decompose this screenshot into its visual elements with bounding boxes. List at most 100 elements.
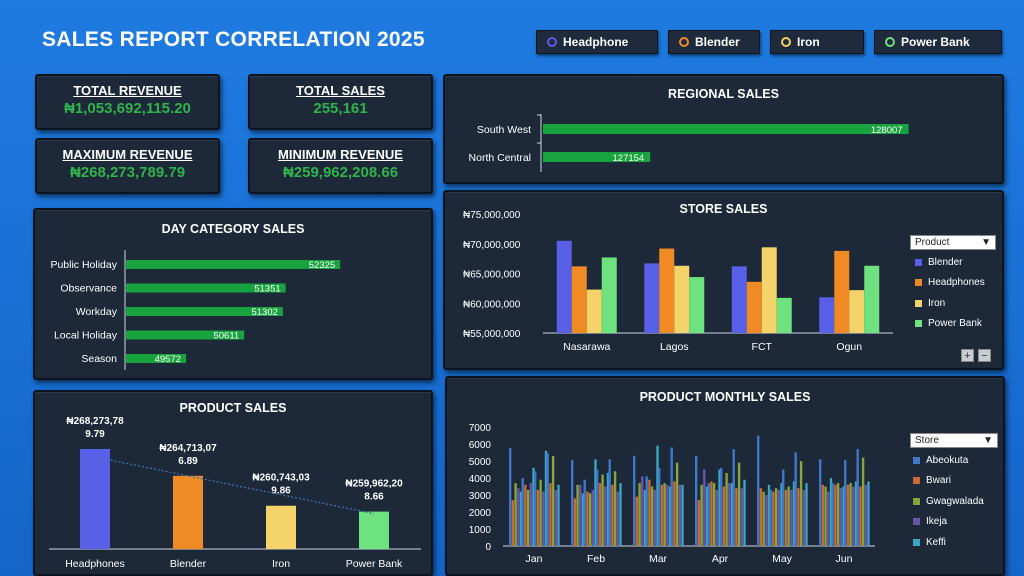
monthly-bar-bwari <box>710 481 713 546</box>
monthly-bar-abeokuta <box>782 469 785 546</box>
monthly-bar-bwari <box>834 484 837 546</box>
monthly-bar-gwagwalada <box>613 471 617 546</box>
monthly-bar-abeokuta <box>596 469 599 546</box>
category-label: Season <box>81 353 117 365</box>
store-bar-headphones <box>746 281 762 333</box>
monthly-bar-abeokuta <box>645 476 648 546</box>
monthly-bar-ikeja <box>604 486 607 546</box>
legend-label: Ikeja <box>926 516 948 528</box>
store-bar-blender <box>644 263 660 333</box>
monthly-bar-bwari <box>573 498 577 546</box>
iron-dot-icon <box>781 37 791 47</box>
store-bar-iron <box>674 265 690 333</box>
dropdown-label: Product <box>915 237 950 248</box>
y-tick-label: ₦65,000,000 <box>463 270 521 281</box>
data-label: ₦259,962,20 <box>345 479 403 490</box>
monthly-bar-bwari <box>772 491 775 546</box>
monthly-bar-bwari <box>821 484 825 546</box>
category-label: Iron <box>272 558 290 570</box>
legend-label: Power Bank <box>928 318 982 330</box>
category-label: Jun <box>836 553 853 565</box>
monthly-bar-abeokuta <box>571 460 574 546</box>
category-label: Power Bank <box>346 558 403 570</box>
data-label: ₦264,713,07 <box>159 443 217 454</box>
y-tick-label: 4000 <box>469 474 492 485</box>
product-sales-panel: PRODUCT SALES ₦268,273,78 9.79 Headphones ₦… <box>33 390 433 576</box>
monthly-bar-ikeja <box>740 488 743 546</box>
monthly-bar-abeokuta <box>633 455 636 546</box>
monthly-bar-keffi <box>557 484 560 546</box>
store-bar-iron <box>849 290 865 333</box>
regional-bar <box>543 124 909 134</box>
monthly-bar-ikeja <box>641 476 644 546</box>
monthly-bar-abeokuta <box>720 467 723 546</box>
category-label: South West <box>477 124 531 136</box>
day-category-bar <box>126 330 245 340</box>
kpi-minimum-revenue: MINIMUM REVENUE ₦259,962,208.66 <box>248 138 433 194</box>
monthly-bar-abeokuta <box>583 479 586 546</box>
legend-entry: Iron <box>915 293 985 314</box>
kpi-label: TOTAL REVENUE <box>73 83 182 98</box>
monthly-bar-keffi <box>519 491 523 546</box>
category-label: North Central <box>469 152 531 164</box>
legend-iron-button[interactable]: Iron <box>770 30 864 54</box>
monthly-bar-gwagwalada <box>650 486 654 546</box>
regional-sales-chart: South West 128007 North Central 127154 <box>469 114 909 172</box>
monthly-bar-keffi <box>594 459 597 546</box>
product-bar <box>266 505 296 549</box>
legend-label: Keffi <box>926 536 946 548</box>
day-category-bar <box>126 307 283 316</box>
monthly-bar-ikeja <box>703 469 706 546</box>
monthly-legend: Abeokuta Bwari Gwagwalada Ikeja Keffi <box>913 450 984 553</box>
product-monthly-panel: PRODUCT MONTHLY SALES 0 1000 2000 3000 4000 5… <box>445 376 1005 576</box>
monthly-bar-ikeja <box>666 484 669 546</box>
monthly-bar-gwagwalada <box>601 474 604 546</box>
panel-title: DAY CATEGORY SALES <box>161 222 305 236</box>
monthly-bar-ikeja <box>765 495 768 546</box>
monthly-bar-gwagwalada <box>849 483 852 546</box>
monthly-bar-keffi <box>619 483 622 546</box>
dropdown-arrow-icon: ▼ <box>981 237 991 248</box>
legend-label: Iron <box>928 297 946 309</box>
monthly-bar-gwagwalada <box>836 483 840 546</box>
store-filter-dropdown[interactable]: Store ▼ <box>910 433 998 448</box>
monthly-bar-ikeja <box>715 489 718 546</box>
panel-title: PRODUCT SALES <box>179 401 287 415</box>
legend-label: Headphone <box>563 35 629 49</box>
collapse-button[interactable]: − <box>978 349 991 362</box>
monthly-bar-gwagwalada <box>700 484 703 546</box>
kpi-label: MINIMUM REVENUE <box>278 147 403 162</box>
monthly-bar-keffi <box>643 489 647 546</box>
data-label: 8.66 <box>364 492 384 503</box>
category-label: Local Holiday <box>54 330 118 342</box>
monthly-bar-ikeja <box>653 489 656 546</box>
legend-label: Blender <box>695 35 740 49</box>
store-sales-chart: ₦55,000,000 ₦60,000,000 ₦65,000,000 ₦70,000… <box>463 210 893 353</box>
legend-swatch <box>913 456 920 464</box>
legend-entry: Power Bank <box>915 314 985 335</box>
legend-power-bank-button[interactable]: Power Bank <box>874 30 1002 54</box>
monthly-bar-gwagwalada <box>514 483 517 546</box>
monthly-bar-bwari <box>549 483 552 546</box>
kpi-value: ₦268,273,789.79 <box>69 164 186 181</box>
dropdown-label: Store <box>915 435 939 446</box>
data-label: ₦260,743,03 <box>252 473 310 484</box>
legend-entry: Blender <box>915 252 985 273</box>
data-label: 51302 <box>251 307 277 318</box>
monthly-bar-gwagwalada <box>861 457 865 546</box>
monthly-bar-ikeja <box>678 484 681 546</box>
monthly-bar-ikeja <box>864 484 867 546</box>
legend-entry: Gwagwalada <box>913 491 984 512</box>
day-category-panel: DAY CATEGORY SALES Public Holiday 52325 Ob… <box>33 208 433 380</box>
kpi-value: 255,161 <box>313 100 368 117</box>
trendline <box>94 456 375 515</box>
product-filter-dropdown[interactable]: Product ▼ <box>910 235 996 250</box>
monthly-bar-keffi <box>767 484 771 546</box>
legend-headphone-button[interactable]: Headphone <box>536 30 658 54</box>
y-tick-label: 2000 <box>469 508 492 519</box>
monthly-bar-ikeja <box>579 484 582 546</box>
legend-blender-button[interactable]: Blender <box>668 30 760 54</box>
expand-button[interactable]: + <box>961 349 974 362</box>
product-monthly-chart: 0 1000 2000 3000 4000 5000 6000 7000 Jan Feb Mar Ap… <box>469 423 875 565</box>
kpi-value: ₦1,053,692,115.20 <box>64 100 191 117</box>
